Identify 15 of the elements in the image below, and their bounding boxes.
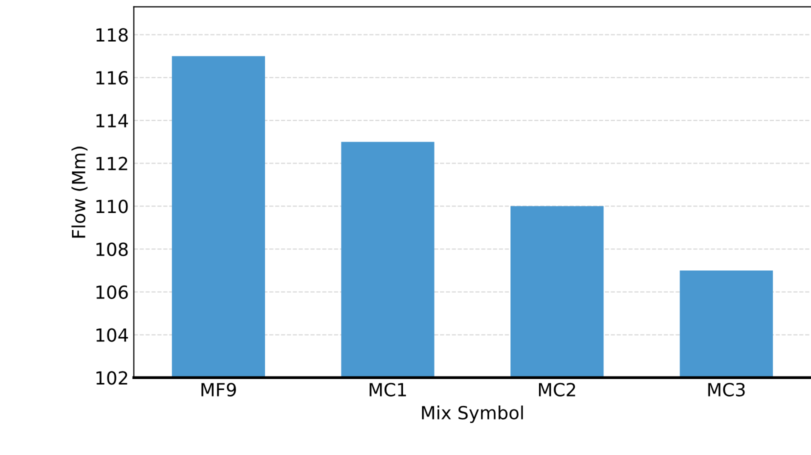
y-tick-label: 102 xyxy=(96,371,128,385)
y-tick-label: 110 xyxy=(96,200,128,214)
y-axis-title: Flow (Mm) xyxy=(71,146,88,238)
x-tick-label: MC3 xyxy=(708,382,745,396)
x-tick-label: MF9 xyxy=(202,382,236,396)
y-tick-label: 108 xyxy=(96,242,128,256)
x-tick-label: MC1 xyxy=(370,382,406,396)
y-tick-label: 104 xyxy=(96,328,128,342)
x-tick-label: MC2 xyxy=(538,382,576,396)
y-tick-label: 106 xyxy=(96,285,128,300)
y-tick-label: 116 xyxy=(96,71,128,85)
x-axis-title: Mix Symbol xyxy=(422,406,523,424)
y-tick-label: 112 xyxy=(96,156,128,170)
y-tick-label: 118 xyxy=(96,28,128,42)
y-tick-label: 114 xyxy=(96,114,128,128)
